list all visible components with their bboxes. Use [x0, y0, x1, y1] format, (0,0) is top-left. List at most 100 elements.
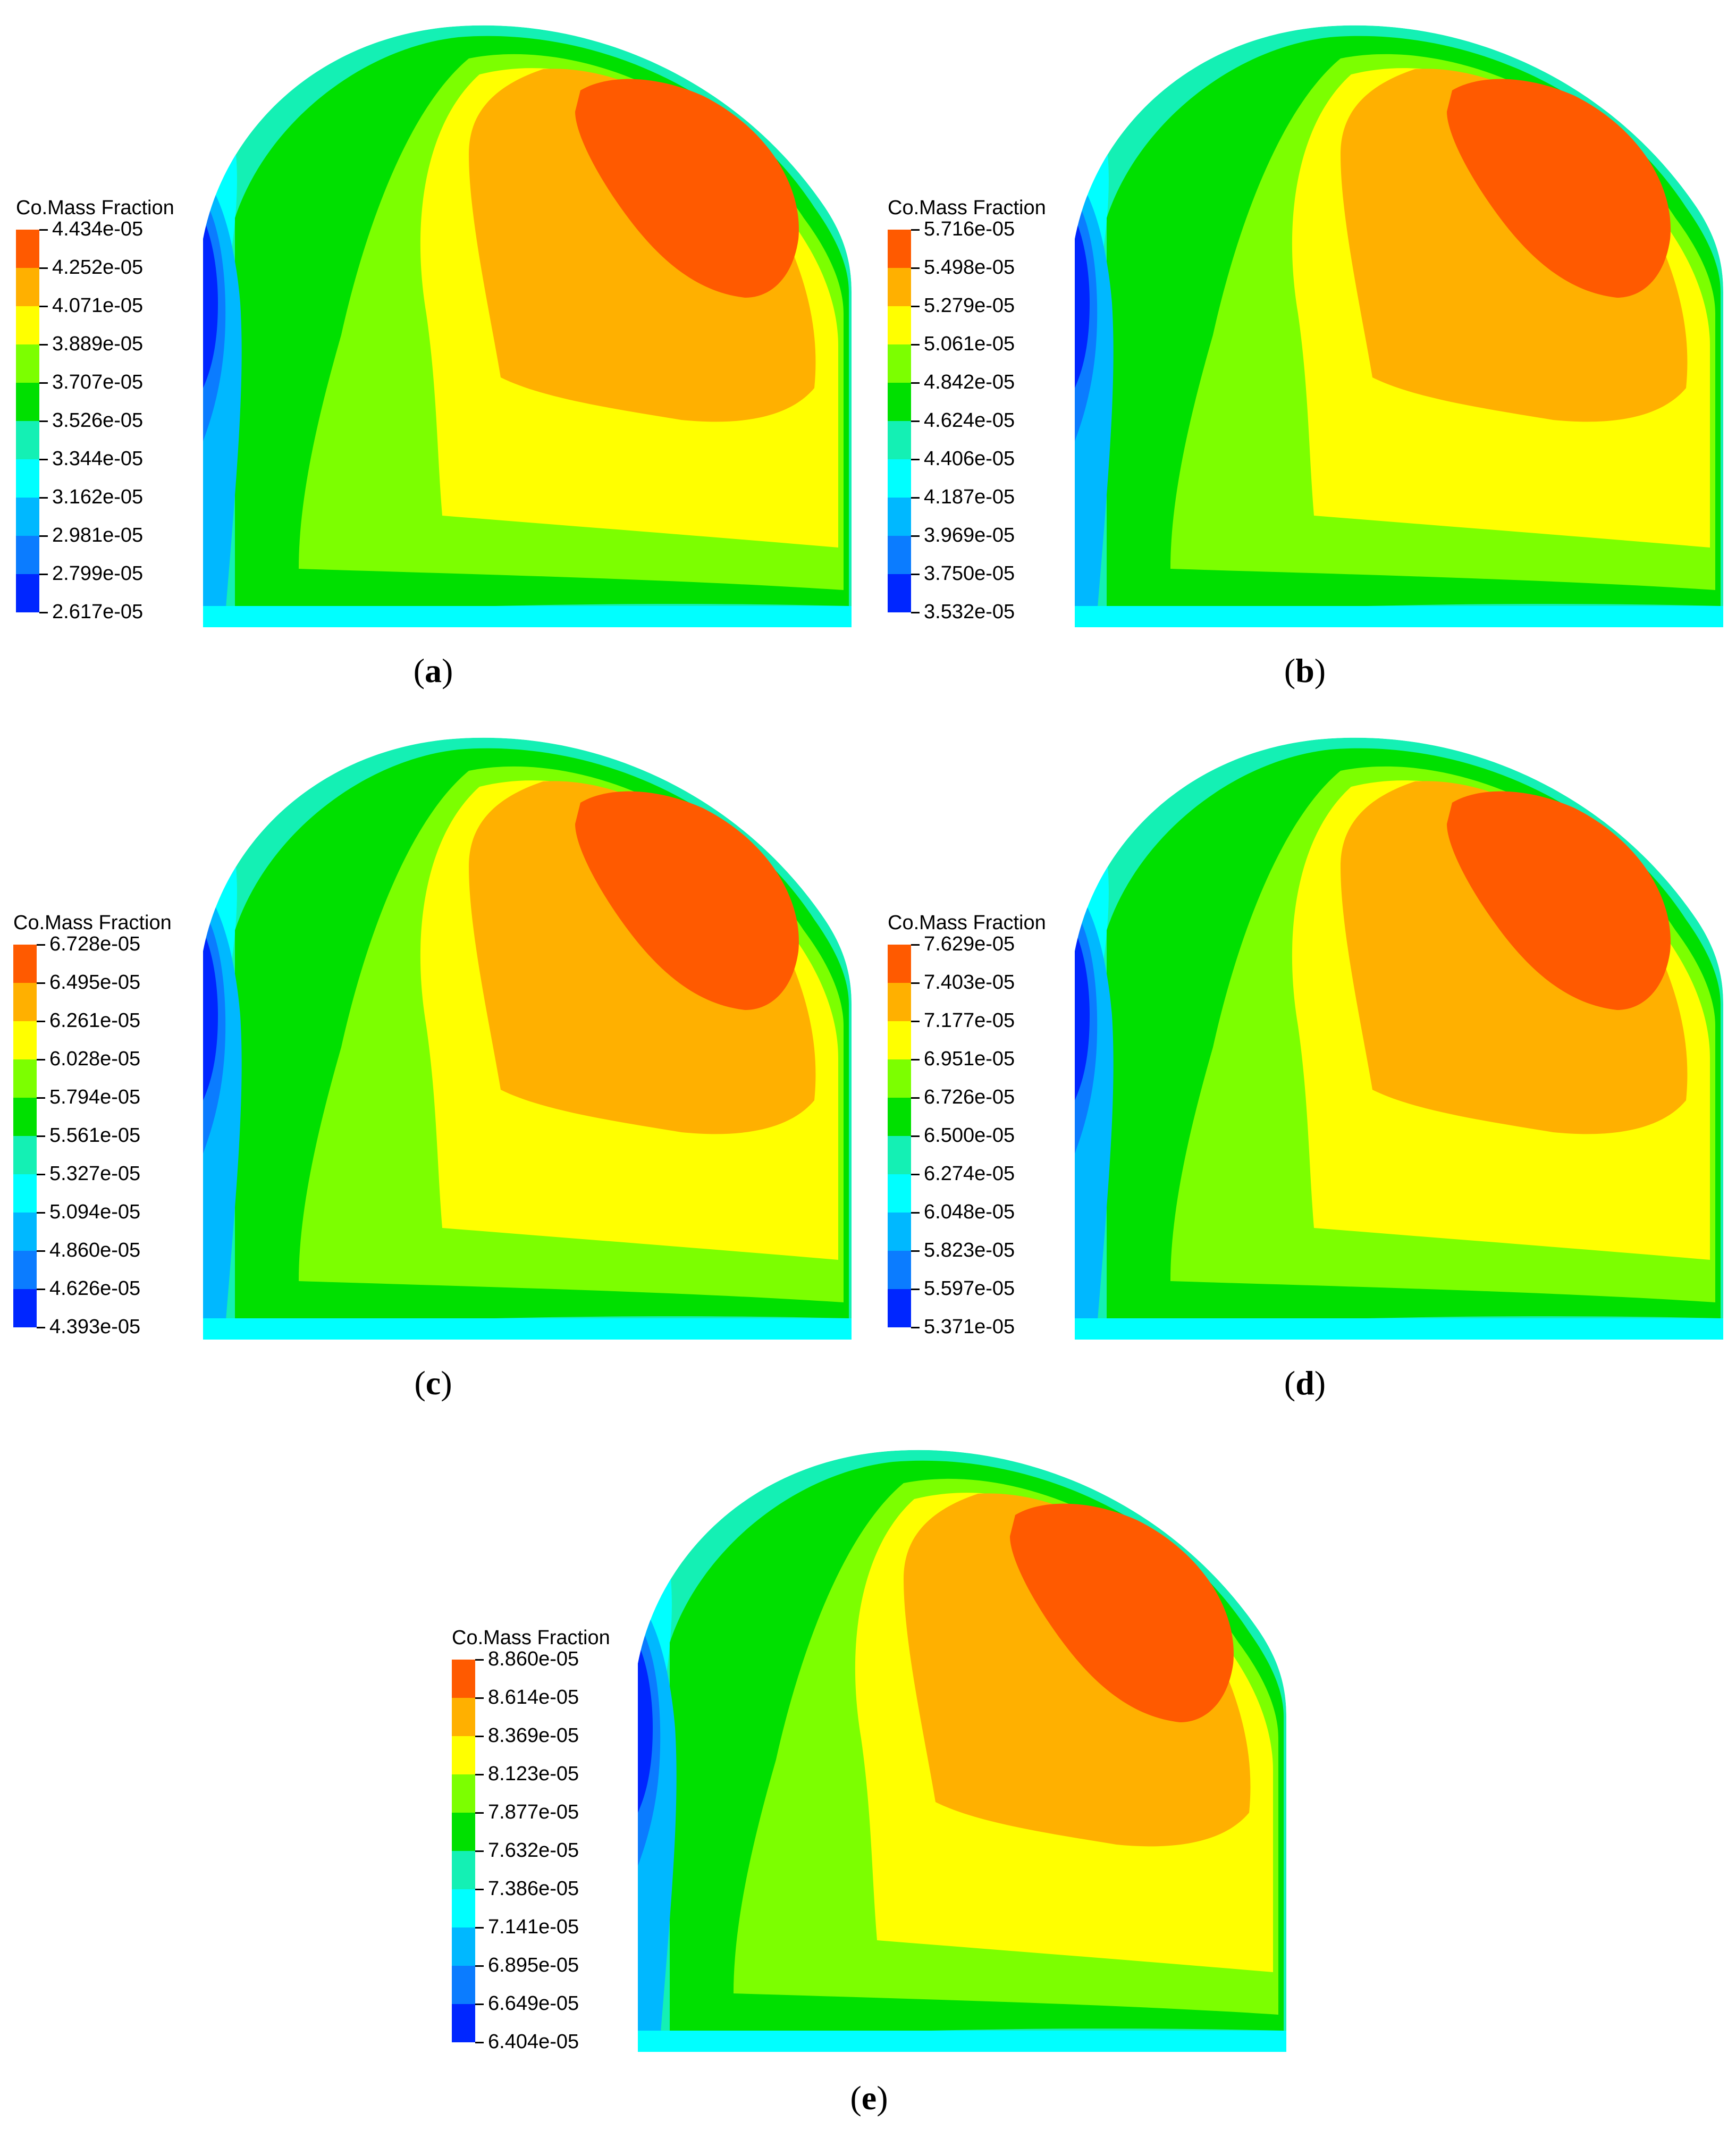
legend-swatch [16, 498, 39, 536]
legend-swatch [452, 1774, 475, 1813]
legend-swatch [888, 1136, 911, 1174]
legend-tick-label: 6.495e-05 [49, 971, 141, 994]
legend-swatch [888, 306, 911, 344]
legend-tick [37, 1289, 45, 1290]
legend-tick-label: 8.123e-05 [488, 1763, 579, 1785]
legend-tick [911, 497, 920, 499]
legend-tick-label: 2.799e-05 [52, 562, 144, 585]
legend-title: Co.Mass Fraction [888, 197, 1046, 219]
legend-tick-label: 3.889e-05 [52, 333, 144, 355]
legend-tick [911, 1021, 920, 1022]
legend-swatch [452, 1851, 475, 1889]
legend-tick-label: 6.261e-05 [49, 1009, 141, 1032]
legend-swatch [888, 1251, 911, 1289]
legend-tick [911, 344, 920, 346]
legend-swatch [16, 268, 39, 306]
legend-tick [911, 1289, 920, 1290]
legend-swatch [13, 1059, 37, 1098]
legend-tick [39, 574, 48, 575]
contour-plot-b [1075, 25, 1723, 628]
legend-tick-label: 5.597e-05 [924, 1277, 1015, 1300]
legend-tick [39, 382, 48, 384]
legend-swatch [888, 383, 911, 421]
legend-tick-label: 6.728e-05 [49, 933, 141, 955]
contour-band-level-0 [1075, 218, 1090, 388]
contour-band-bottom [638, 2031, 1286, 2052]
legend-tick [475, 1812, 484, 1814]
legend-tick-label: 4.860e-05 [49, 1239, 141, 1261]
legend-tick-label: 5.794e-05 [49, 1086, 141, 1108]
legend-tick [911, 1250, 920, 1252]
legend-swatch [452, 2004, 475, 2042]
legend-tick-label: 7.877e-05 [488, 1801, 579, 1823]
legend-swatch [13, 1021, 37, 1059]
panel-label-e: (e) [850, 2079, 888, 2117]
contour-band-level-9 [1447, 791, 1671, 1010]
legend-swatch [888, 1213, 911, 1251]
legend-swatch [888, 1021, 911, 1059]
legend-swatch [888, 268, 911, 306]
legend-tick-label: 4.393e-05 [49, 1316, 141, 1338]
legend-swatch [13, 1136, 37, 1174]
legend-tick [911, 420, 920, 422]
legend-tick-label: 5.498e-05 [924, 256, 1015, 279]
legend-swatch [452, 1698, 475, 1736]
legend-tick-label: 4.626e-05 [49, 1277, 141, 1300]
legend-swatch [888, 344, 911, 383]
legend-tick [911, 306, 920, 307]
panel-label-d: (d) [1284, 1364, 1326, 1402]
legend-tick-label: 8.860e-05 [488, 1648, 579, 1670]
legend-tick [37, 1097, 45, 1099]
legend-swatch [452, 1660, 475, 1698]
legend-swatch [888, 498, 911, 536]
legend-tick [475, 1927, 484, 1929]
legend-swatch [888, 1059, 911, 1098]
legend-tick-label: 7.403e-05 [924, 971, 1015, 994]
panel-label-a: (a) [413, 652, 453, 689]
legend-tick-label: 6.649e-05 [488, 1992, 579, 2015]
legend-tick-label: 6.726e-05 [924, 1086, 1015, 1108]
legend-tick [475, 1889, 484, 1890]
panel-label-b: (b) [1284, 652, 1326, 689]
legend-swatch [13, 983, 37, 1021]
legend-swatch [888, 574, 911, 612]
legend-tick-label: 7.141e-05 [488, 1916, 579, 1938]
legend-tick [39, 535, 48, 537]
legend-tick-label: 4.406e-05 [924, 448, 1015, 470]
contour-plot-d [1075, 737, 1723, 1340]
panel-label-c: (c) [414, 1364, 452, 1402]
legend-tick [911, 944, 920, 946]
legend-swatch [888, 945, 911, 983]
legend-tick-label: 5.561e-05 [49, 1124, 141, 1147]
legend-tick [911, 535, 920, 537]
legend-tick [39, 420, 48, 422]
legend-tick-label: 6.895e-05 [488, 1954, 579, 1976]
legend-tick [911, 612, 920, 613]
legend-tick-label: 4.252e-05 [52, 256, 144, 279]
legend-tick-label: 4.842e-05 [924, 371, 1015, 393]
legend-swatch [452, 1813, 475, 1851]
legend-tick-label: 3.344e-05 [52, 448, 144, 470]
legend-tick [475, 2004, 484, 2005]
legend-tick [911, 982, 920, 984]
legend-tick [37, 1021, 45, 1022]
legend-tick [911, 574, 920, 575]
contour-band-level-0 [203, 930, 218, 1100]
legend-tick-label: 3.707e-05 [52, 371, 144, 393]
legend-title: Co.Mass Fraction [16, 197, 174, 219]
legend-tick-label: 8.369e-05 [488, 1724, 579, 1747]
legend-tick-label: 6.028e-05 [49, 1048, 141, 1070]
contour-band-level-9 [1010, 1503, 1234, 1722]
legend-tick-label: 5.716e-05 [924, 218, 1015, 240]
legend-swatch [452, 1889, 475, 1927]
legend-swatch [13, 1213, 37, 1251]
legend-tick-label: 5.371e-05 [924, 1316, 1015, 1338]
legend-tick [39, 229, 48, 231]
legend-tick-label: 3.750e-05 [924, 562, 1015, 585]
legend-title: Co.Mass Fraction [888, 912, 1046, 934]
legend-swatch [16, 230, 39, 268]
contour-plot-c [203, 737, 852, 1340]
legend-swatch [888, 536, 911, 574]
legend-tick [39, 612, 48, 613]
legend-swatch [452, 1966, 475, 2004]
